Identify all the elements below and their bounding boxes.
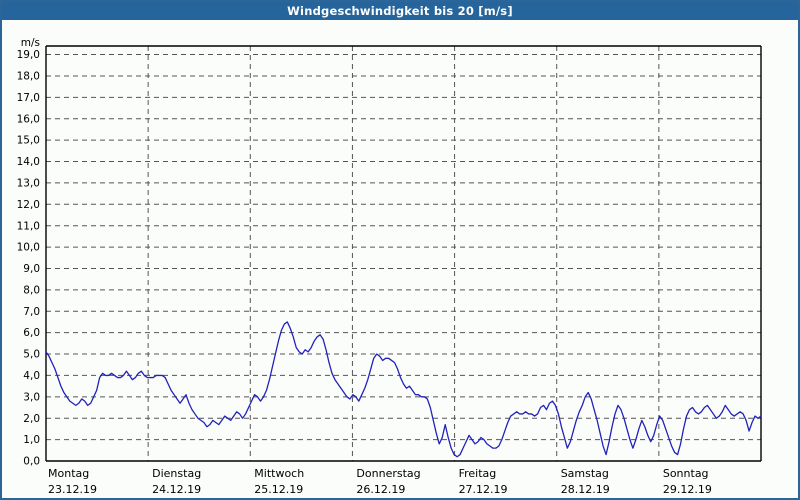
y-axis-tick-label: 14,0	[17, 156, 40, 168]
y-axis-tick-label: 17,0	[17, 92, 40, 104]
x-axis-day-name: Dienstag	[152, 467, 201, 480]
y-axis-tick-label: 4,0	[23, 370, 40, 382]
chart-title-bar: Windgeschwindigkeit bis 20 [m/s]	[2, 2, 798, 20]
chart-plot-area: 0,0 1,0 2,0 3,0 4,0 5,0 6,0 7,0 8,0 9,0 10,0 11,0 12…	[2, 20, 798, 498]
x-axis-day-name: Freitag	[459, 467, 497, 480]
y-axis-tick-label: 16,0	[17, 113, 40, 125]
y-axis-tick-label: 19,0	[17, 49, 40, 61]
x-axis-date: 26.12.19	[356, 483, 405, 496]
x-axis-date: 27.12.19	[459, 483, 508, 496]
y-axis-tick-label: 0,0	[23, 456, 40, 468]
page-title: Windgeschwindigkeit bis 20 [m/s]	[287, 4, 513, 18]
x-axis-date: 25.12.19	[254, 483, 303, 496]
x-axis-day-name: Donnerstag	[356, 467, 420, 480]
x-axis-day-labels: Montag 23.12.19 Dienstag 24.12.19 Mittwoch 25…	[48, 467, 712, 496]
y-axis-tick-labels: 0,0 1,0 2,0 3,0 4,0 5,0 6,0 7,0 8,0 9,0 10,0 11,0 12…	[17, 49, 40, 467]
y-axis-tick-label: 15,0	[17, 135, 40, 147]
x-axis-day-name: Mittwoch	[254, 467, 304, 480]
y-axis-tick-label: 5,0	[23, 349, 40, 361]
y-axis-tick-label: 7,0	[23, 306, 40, 318]
wind-speed-series-line	[45, 321, 762, 458]
y-axis-tick-label: 1,0	[23, 434, 40, 446]
y-axis-tick-label: 2,0	[23, 413, 40, 425]
y-axis-tick-label: 8,0	[23, 284, 40, 296]
y-axis-tick-label: 9,0	[23, 263, 40, 275]
y-axis-tick-label: 10,0	[17, 242, 40, 254]
x-axis-date: 23.12.19	[48, 483, 97, 496]
y-axis-tick-label: 13,0	[17, 178, 40, 190]
x-axis-date: 24.12.19	[152, 483, 201, 496]
wind-speed-line-chart: 0,0 1,0 2,0 3,0 4,0 5,0 6,0 7,0 8,0 9,0 10,0 11,0 12…	[17, 37, 762, 496]
x-axis-date: 28.12.19	[561, 483, 610, 496]
x-axis-day-name: Samstag	[561, 467, 609, 480]
y-axis-tick-label: 6,0	[23, 327, 40, 339]
x-axis-day-name: Sonntag	[663, 467, 709, 480]
y-axis-unit-label: m/s	[21, 37, 40, 49]
x-axis-day-name: Montag	[48, 467, 89, 480]
x-axis-date: 29.12.19	[663, 483, 712, 496]
y-axis-tick-label: 11,0	[17, 220, 40, 232]
axis-lines	[45, 45, 762, 462]
y-axis-tick-label: 18,0	[17, 71, 40, 83]
y-axis-tick-label: 3,0	[23, 391, 40, 403]
gridlines	[46, 46, 761, 461]
y-axis-tick-label: 12,0	[17, 199, 40, 211]
